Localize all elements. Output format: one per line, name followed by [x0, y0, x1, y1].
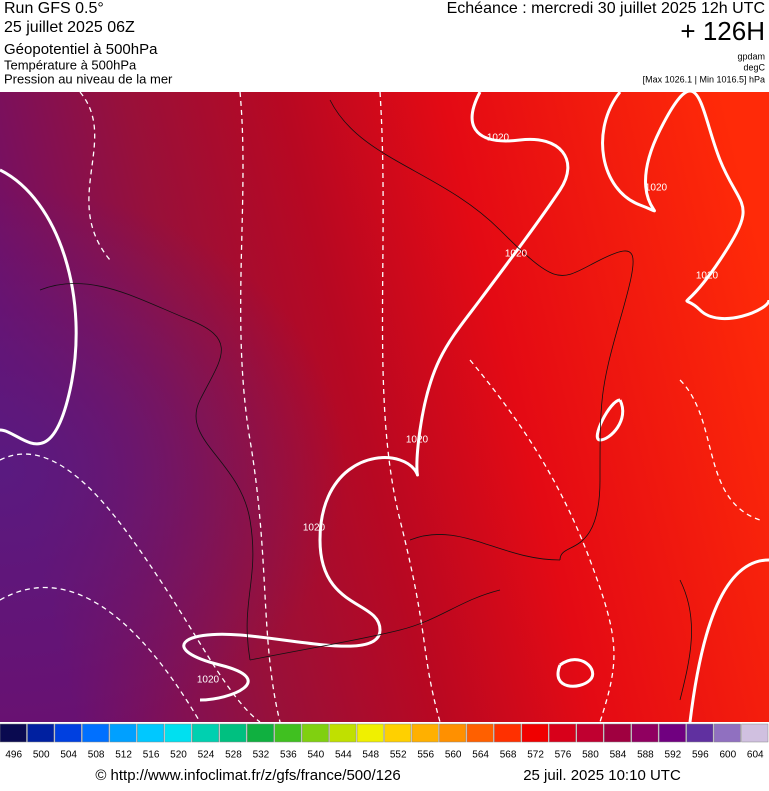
colorbar-label: 568: [500, 750, 517, 761]
temperature-field: [0, 92, 769, 722]
colorbar-swatch: [109, 723, 137, 743]
colorbar: 496 500 504 508 512 516 520 524 528 532 536 540 544 5…: [0, 723, 769, 761]
colorbar-label: 504: [60, 750, 77, 761]
colorbar-label: 536: [280, 750, 297, 761]
colorbar-label: 580: [582, 750, 599, 761]
colorbar-label: 584: [610, 750, 627, 761]
colorbar-label: 508: [88, 750, 105, 761]
lead-time: + 126H: [680, 16, 765, 46]
pressure-range: [Max 1026.1 | Min 1016.5] hPa: [643, 74, 765, 84]
footer-timestamp: 25 juil. 2025 10:10 UTC: [523, 767, 681, 784]
colorbar-swatch: [658, 723, 686, 743]
colorbar-label: 532: [253, 750, 270, 761]
colorbar-label: 540: [307, 750, 324, 761]
colorbar-label: 500: [33, 750, 50, 761]
valid-time: Echéance : mercredi 30 juillet 2025 12h …: [447, 0, 765, 17]
colorbar-label: 596: [692, 750, 709, 761]
coastlines-borders: [39, 99, 692, 701]
colorbar-label: 524: [198, 750, 215, 761]
isobar-label: 1020: [696, 271, 719, 282]
colorbar-swatch: [274, 723, 302, 743]
run-title: Run GFS 0.5°: [4, 0, 104, 17]
isobar-label: 1020: [197, 675, 220, 686]
colorbar-swatch: [137, 723, 165, 743]
colorbar-swatch: [192, 723, 219, 743]
colorbar-swatch: [521, 723, 549, 743]
colorbar-swatch: [301, 723, 329, 743]
colorbar-swatch: [439, 723, 467, 743]
colorbar-swatch: [164, 723, 192, 743]
colorbar-label: 600: [719, 750, 736, 761]
colorbar-label: 520: [170, 750, 187, 761]
colorbar-label: 512: [115, 750, 132, 761]
colorbar-swatch: [713, 723, 741, 743]
colorbar-label: 560: [445, 750, 462, 761]
isobar-label: 1020: [303, 523, 326, 534]
isobar-label: 1020: [487, 133, 510, 144]
colorbar-label: 544: [335, 750, 352, 761]
field-label: Géopotentiel à 500hPa: [4, 41, 158, 58]
colorbar-swatch: [466, 723, 494, 743]
field-label: Température à 500hPa: [4, 57, 137, 72]
map: [0, 89, 769, 723]
colorbar-swatch: [549, 723, 576, 743]
colorbar-label: 604: [747, 750, 764, 761]
isobar-label: 1020: [645, 183, 668, 194]
colorbar-label: 564: [472, 750, 489, 761]
colorbar-label: 548: [362, 750, 379, 761]
isobars: [0, 89, 769, 723]
colorbar-swatch: [27, 723, 55, 743]
unit: gpdam: [737, 51, 765, 61]
isobar-labels: 1020 1020 1020 1020 1020 1020 1020: [197, 133, 719, 686]
colorbar-label: 528: [225, 750, 242, 761]
temperature-contours: [0, 91, 761, 723]
footer-url: © http://www.infoclimat.fr/z/gfs/france/…: [95, 767, 400, 784]
colorbar-label: 572: [527, 750, 544, 761]
colorbar-label: 556: [417, 750, 434, 761]
colorbar-label: 588: [637, 750, 654, 761]
colorbar-label: 552: [390, 750, 407, 761]
colorbar-swatch: [741, 723, 769, 743]
isobar-label: 1020: [505, 249, 528, 260]
colorbar-swatch: [603, 723, 631, 743]
colorbar-label: 592: [665, 750, 682, 761]
colorbar-label: 496: [5, 750, 22, 761]
colorbar-swatch: [686, 723, 714, 743]
colorbar-swatch: [0, 723, 27, 743]
colorbar-swatch: [219, 723, 247, 743]
colorbar-swatch: [82, 723, 110, 743]
colorbar-swatch: [631, 723, 659, 743]
colorbar-swatch: [54, 723, 82, 743]
colorbar-swatch: [494, 723, 522, 743]
colorbar-label: 576: [555, 750, 572, 761]
colorbar-swatch: [384, 723, 412, 743]
isobar-label: 1020: [406, 435, 429, 446]
colorbar-swatch: [329, 723, 357, 743]
colorbar-swatch: [576, 723, 604, 743]
colorbar-swatch: [246, 723, 274, 743]
unit: degC: [743, 62, 765, 72]
run-date: 25 juillet 2025 06Z: [4, 19, 135, 36]
colorbar-swatch: [411, 723, 439, 743]
colorbar-label: 516: [143, 750, 160, 761]
colorbar-swatch: [356, 723, 384, 743]
field-label: Pression au niveau de la mer: [4, 71, 173, 86]
